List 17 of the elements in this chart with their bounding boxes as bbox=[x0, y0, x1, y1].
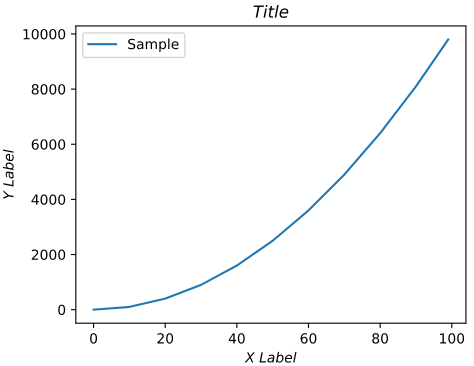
legend-label: Sample bbox=[128, 38, 179, 52]
x-tick-label: 20 bbox=[157, 333, 174, 344]
x-tick-label: 0 bbox=[90, 333, 98, 344]
chart-title: Title bbox=[253, 4, 288, 18]
x-tick-label: 40 bbox=[228, 333, 245, 344]
y-tick-label: 2000 bbox=[32, 250, 66, 260]
x-axis-title: X Label bbox=[244, 352, 297, 363]
y-axis-title: Y Label bbox=[2, 149, 14, 199]
y-tick-label: 10000 bbox=[23, 28, 66, 40]
x-tick-label: 100 bbox=[440, 333, 464, 344]
y-tick-label: 0 bbox=[58, 304, 66, 316]
x-tick-label: 80 bbox=[372, 333, 388, 344]
y-tick-label: 6000 bbox=[32, 139, 66, 150]
y-tick-label: 4000 bbox=[31, 194, 66, 205]
y-tick-label: 8000 bbox=[32, 84, 66, 95]
x-tick-label: 60 bbox=[300, 333, 316, 344]
line-series bbox=[92, 38, 450, 311]
